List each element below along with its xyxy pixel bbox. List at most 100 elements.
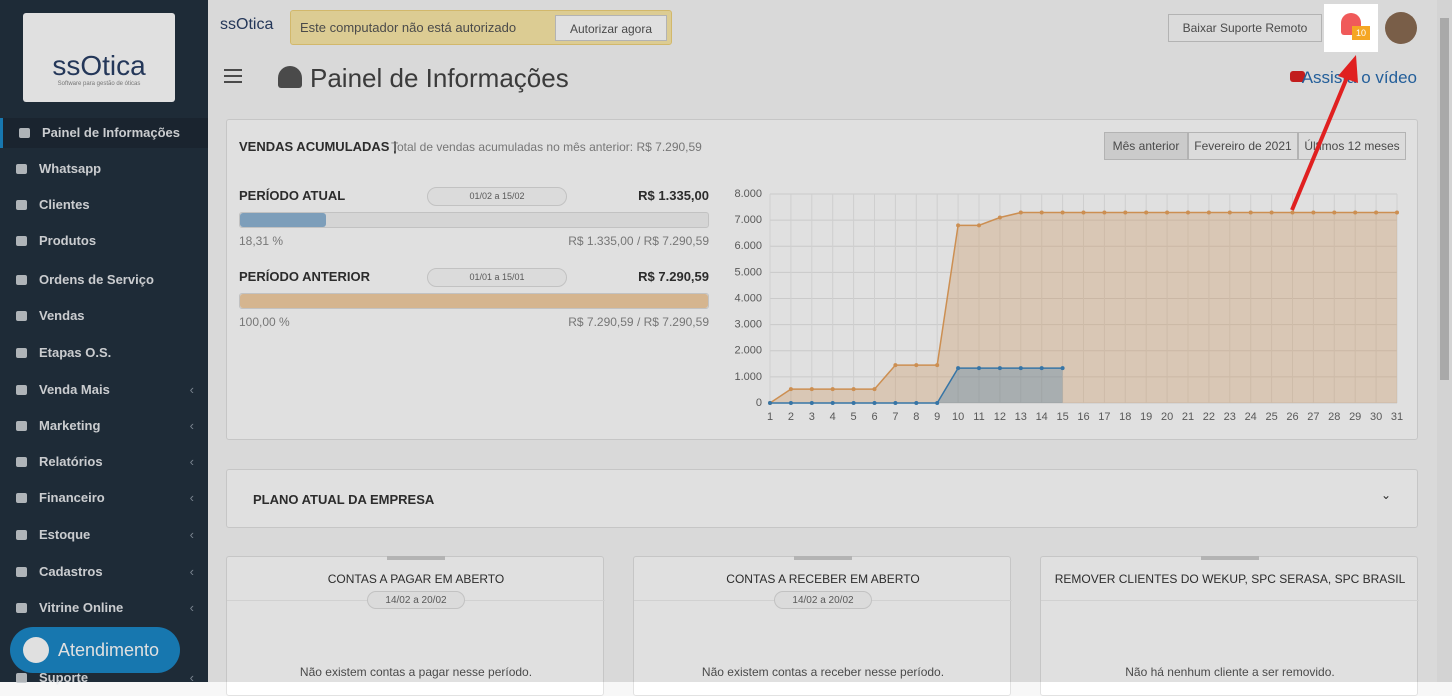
period-label: PERÍODO ATUAL: [239, 188, 346, 203]
menu-item[interactable]: Painel de Informações: [0, 118, 208, 148]
plan-card[interactable]: PLANO ATUAL DA EMPRESA ⌄: [226, 469, 1418, 528]
summary-dates: 14/02 a 20/02: [367, 591, 465, 609]
point: [893, 401, 898, 405]
summary-title: CONTAS A PAGAR EM ABERTO: [327, 572, 505, 586]
video-link[interactable]: Assista o vídeo: [1301, 68, 1417, 87]
x-tick-label: 4: [830, 411, 836, 423]
x-tick-label: 14: [1036, 411, 1048, 423]
x-tick-label: 1: [767, 411, 773, 423]
authorize-button[interactable]: Autorizar agora: [555, 15, 667, 41]
period-total: R$ 1.335,00: [638, 188, 709, 203]
menu-icon: [16, 567, 27, 577]
menu-item[interactable]: Financeiro ‹: [0, 483, 208, 513]
menu-item[interactable]: Produtos: [0, 226, 208, 256]
menu-item[interactable]: Whatsapp: [0, 154, 208, 184]
menu-item[interactable]: Marketing ‹: [0, 411, 208, 441]
x-tick-label: 25: [1265, 411, 1277, 423]
progress-bar: [240, 213, 326, 227]
point: [872, 387, 877, 392]
menu-item[interactable]: Vendas: [0, 301, 208, 331]
menu-item[interactable]: Relatórios ‹: [0, 447, 208, 477]
menu-item[interactable]: Venda Mais ‹: [0, 375, 208, 405]
menu-item[interactable]: Cadastros ‹: [0, 557, 208, 587]
point: [1018, 210, 1023, 215]
menu-item[interactable]: Clientes: [0, 190, 208, 220]
x-tick-label: 9: [934, 411, 940, 423]
period-label: PERÍODO ANTERIOR: [239, 269, 370, 284]
y-tick-label: 0: [756, 397, 762, 409]
summary-message: Não existem contas a receber nesse perío…: [701, 665, 945, 679]
y-tick-label: 5.000: [734, 266, 762, 278]
menu-icon: [19, 128, 30, 138]
menu-icon: [16, 275, 27, 285]
y-tick-label: 1.000: [734, 371, 762, 383]
period-dates: 01/02 a 15/02: [427, 187, 567, 206]
plan-title: PLANO ATUAL DA EMPRESA: [253, 492, 435, 507]
menu-item[interactable]: Suporte ‹: [0, 663, 208, 693]
dashboard-icon: [278, 66, 302, 88]
point: [1060, 366, 1065, 371]
progress-track: [239, 212, 709, 228]
point: [1144, 210, 1149, 215]
menu-item[interactable]: Vitrine Online ‹: [0, 593, 208, 623]
menu-label: Marketing: [39, 418, 101, 433]
x-tick-label: 15: [1056, 411, 1068, 423]
point: [956, 223, 961, 228]
point: [893, 363, 898, 368]
point: [1395, 210, 1399, 215]
point: [1227, 210, 1232, 215]
point: [997, 215, 1002, 220]
percent-label: 100,00 %: [239, 315, 290, 329]
point: [809, 387, 814, 392]
menu-label: Suporte: [39, 670, 89, 685]
menu-icon: [16, 385, 27, 395]
point: [1039, 366, 1044, 371]
point: [1248, 210, 1253, 215]
x-tick-label: 27: [1307, 411, 1319, 423]
menu-toggle[interactable]: [224, 69, 242, 83]
tab[interactable]: Mês anterior: [1104, 132, 1188, 160]
point: [788, 401, 793, 405]
summary-title: CONTAS A RECEBER EM ABERTO: [726, 572, 920, 586]
menu-label: Whatsapp: [39, 161, 102, 176]
point: [914, 401, 919, 405]
x-tick-label: 2: [788, 411, 794, 423]
point: [977, 223, 981, 228]
point: [1206, 210, 1211, 215]
menu-item[interactable]: Ordens de Serviço: [0, 265, 208, 295]
menu-icon: [16, 164, 27, 174]
menu-item[interactable]: Estoque ‹: [0, 520, 208, 550]
menu-label: Venda Mais: [39, 382, 110, 397]
menu-label: Vendas: [39, 308, 85, 323]
avatar[interactable]: [1385, 12, 1417, 44]
x-tick-label: 20: [1161, 411, 1173, 423]
menu-icon: [16, 200, 27, 210]
menu-label: Produtos: [39, 233, 97, 248]
menu-item[interactable]: Etapas O.S.: [0, 338, 208, 368]
summary-message: Não há nenhum cliente a ser removido.: [1125, 665, 1335, 679]
point: [1060, 210, 1065, 215]
menu-icon: [16, 493, 27, 503]
point: [1123, 210, 1128, 215]
remote-support-button[interactable]: Baixar Suporte Remoto: [1168, 14, 1322, 42]
card-tab: [794, 556, 852, 560]
menu-label: Painel de Informações: [42, 125, 180, 140]
point: [1039, 210, 1044, 215]
x-tick-label: 12: [994, 411, 1006, 423]
tab[interactable]: Fevereiro de 2021: [1188, 132, 1298, 160]
support-button[interactable]: Atendimento: [10, 627, 180, 673]
menu-label: Etapas O.S.: [39, 345, 112, 360]
page-title: Painel de Informações: [310, 63, 569, 93]
x-tick-label: 5: [851, 411, 857, 423]
point: [809, 401, 814, 405]
y-tick-label: 6.000: [734, 240, 762, 252]
menu-icon: [16, 457, 27, 467]
x-tick-label: 29: [1349, 411, 1361, 423]
menu-label: Ordens de Serviço: [39, 272, 154, 287]
summary-card: CONTAS A RECEBER EM ABERTO 14/02 a 20/02 N…: [633, 556, 1012, 696]
x-tick-label: 16: [1077, 411, 1089, 423]
point: [1374, 210, 1379, 215]
point: [1102, 210, 1107, 215]
notification-button[interactable]: 10: [1324, 4, 1378, 52]
